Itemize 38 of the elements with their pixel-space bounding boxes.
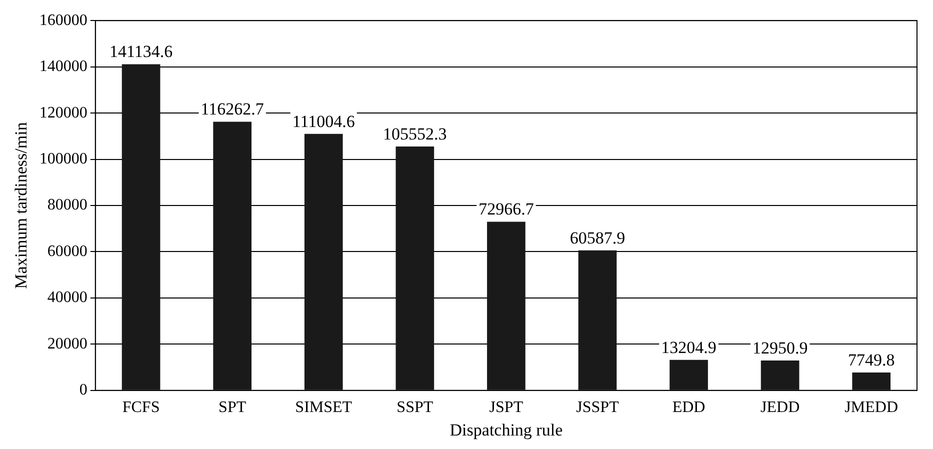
x-axis-title: Dispatching rule — [450, 420, 563, 440]
x-tick-label: FCFS — [122, 399, 160, 416]
y-tick-label: 20000 — [47, 335, 88, 352]
y-tick-label: 40000 — [47, 289, 88, 306]
x-tick-label: JSSPT — [576, 399, 620, 416]
x-tick-label: JMEDD — [844, 399, 898, 416]
data-label: 116262.7 — [200, 100, 264, 119]
y-tick-label: 160000 — [39, 12, 88, 29]
bar — [213, 122, 252, 390]
x-tick-label: SPT — [218, 399, 246, 416]
y-tick-label: 140000 — [39, 58, 88, 76]
y-tick-label: 80000 — [47, 196, 88, 214]
x-tick-label: JSPT — [489, 399, 524, 416]
bar — [304, 134, 343, 390]
data-label: 7749.8 — [848, 350, 895, 370]
x-tick-label: JEDD — [760, 399, 800, 416]
y-tick-label: 0 — [79, 382, 88, 399]
y-tick-label: 120000 — [39, 104, 88, 122]
bar — [578, 250, 617, 390]
x-tick-label: SSPT — [396, 399, 434, 416]
data-label: 72966.7 — [478, 200, 534, 219]
data-label: 141134.6 — [109, 42, 173, 62]
y-axis-title: Maximum tardiness/min — [12, 122, 31, 289]
data-label: 111004.6 — [292, 112, 355, 131]
bar — [852, 372, 891, 390]
bar — [122, 64, 160, 390]
data-label: 105552.3 — [383, 124, 447, 144]
data-label: 13204.9 — [661, 338, 716, 357]
data-label: 60587.9 — [570, 228, 626, 248]
bar — [487, 222, 526, 390]
bar — [396, 146, 434, 390]
x-tick-label: SIMSET — [295, 399, 352, 416]
y-tick-label: 100000 — [39, 150, 88, 168]
bar — [670, 360, 708, 390]
y-tick-label: 60000 — [47, 242, 88, 260]
data-label: 12950.9 — [752, 338, 808, 358]
x-tick-label: EDD — [672, 399, 706, 416]
bar — [760, 360, 800, 390]
